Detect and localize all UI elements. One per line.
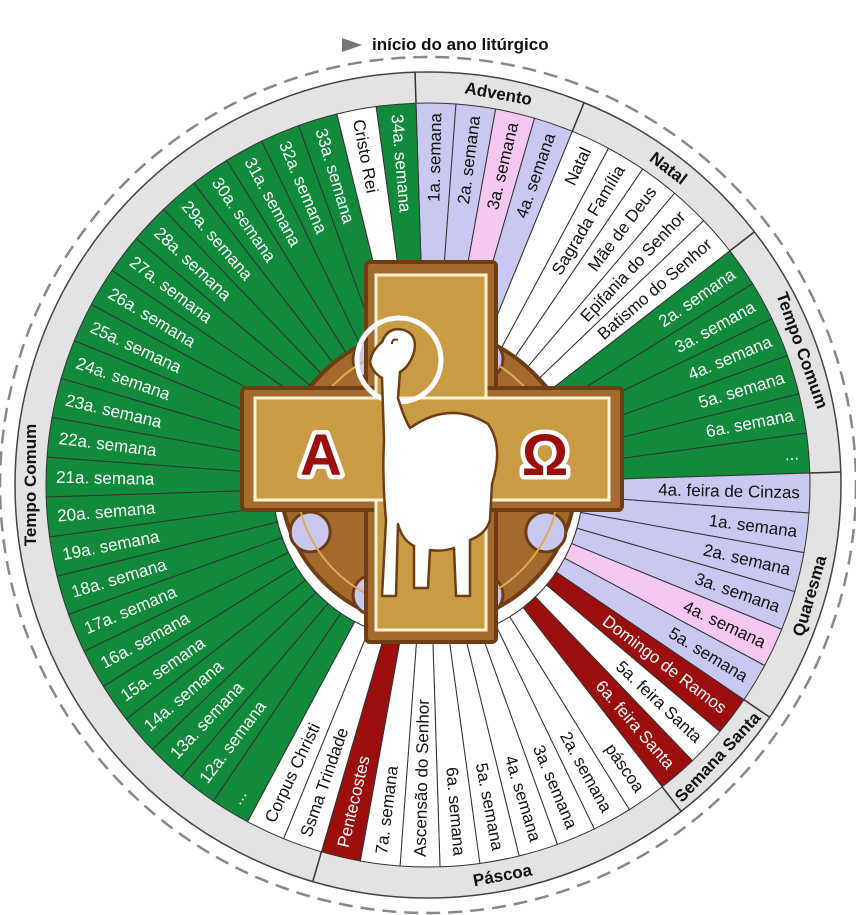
- year-start-marker: início do ano litúrgico: [342, 35, 549, 54]
- omega-icon: Ω Ω: [517, 419, 573, 493]
- alpha-omega-cross-emblem: Α Α Ω Ω: [240, 260, 624, 644]
- season-label-tempo-comum-2: Tempo Comum: [21, 424, 40, 546]
- season-divider: [414, 72, 417, 104]
- alpha-letter: Α: [300, 423, 342, 488]
- week-segment-label: ...: [784, 444, 800, 464]
- omega-letter-fill: Ω: [522, 423, 569, 488]
- week-segment-label: 4a. feira de Cinzas: [658, 480, 800, 502]
- season-divider: [312, 851, 323, 882]
- season-divider: [729, 231, 755, 252]
- alpha-icon: Α Α: [296, 419, 347, 493]
- cog-notch: [524, 510, 568, 554]
- season-divider: [809, 471, 841, 474]
- season-divider: [743, 699, 771, 718]
- season-divider: [571, 102, 585, 132]
- start-arrow-icon: [342, 38, 362, 52]
- week-segment-label: 21a. semana: [56, 468, 155, 489]
- week-segment-label: Ascensão do Senhor: [411, 699, 433, 858]
- lamb-of-god-icon: [354, 315, 499, 598]
- season-dividers: [312, 72, 841, 882]
- omega-letter: Ω: [522, 423, 569, 488]
- alpha-letter-fill: Α: [300, 423, 342, 488]
- cog-notch: [288, 510, 332, 554]
- week-segment-label: 1a. semana: [424, 112, 445, 202]
- season-divider: [661, 786, 682, 812]
- year-start-dashed-circle: [0, 55, 856, 915]
- year-start-label: início do ano litúrgico: [372, 35, 549, 54]
